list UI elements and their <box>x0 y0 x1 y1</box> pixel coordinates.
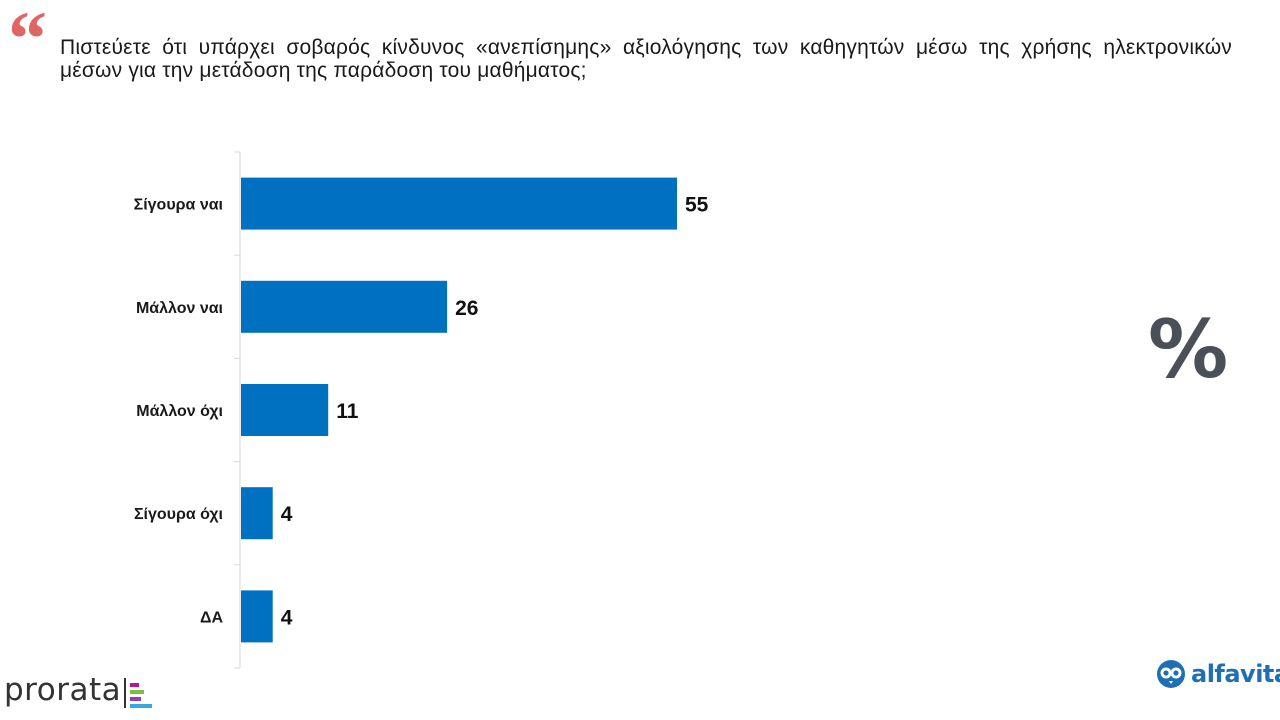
bar <box>241 590 273 643</box>
prorata-logo-mark-icon <box>124 678 152 708</box>
percent-icon: % <box>1148 303 1229 396</box>
category-label: Μάλλον όχι <box>136 403 223 420</box>
bar <box>241 177 677 230</box>
data-label: 4 <box>281 606 293 629</box>
category-label: Μάλλον ναι <box>136 300 223 317</box>
category-label: ΔΑ <box>200 609 224 626</box>
alfavita-wordmark: alfavita <box>1191 660 1280 688</box>
data-label: 4 <box>281 503 293 526</box>
prorata-logo: prorata <box>4 672 122 708</box>
question-text: Πιστεύετε ότι υπάρχει σοβαρός κίνδυνος «… <box>60 36 1232 82</box>
bar <box>241 384 329 436</box>
bar <box>241 487 273 540</box>
data-label: 11 <box>336 400 359 423</box>
quote-icon: “ <box>8 0 47 82</box>
bar <box>241 280 448 333</box>
data-label: 26 <box>455 297 478 320</box>
owl-icon <box>1157 660 1185 688</box>
category-label: Σίγουρα ναι <box>134 197 223 214</box>
data-label: 55 <box>685 194 709 217</box>
alfavita-logo: alfavita <box>1156 657 1280 691</box>
category-label: Σίγουρα όχι <box>134 506 223 523</box>
